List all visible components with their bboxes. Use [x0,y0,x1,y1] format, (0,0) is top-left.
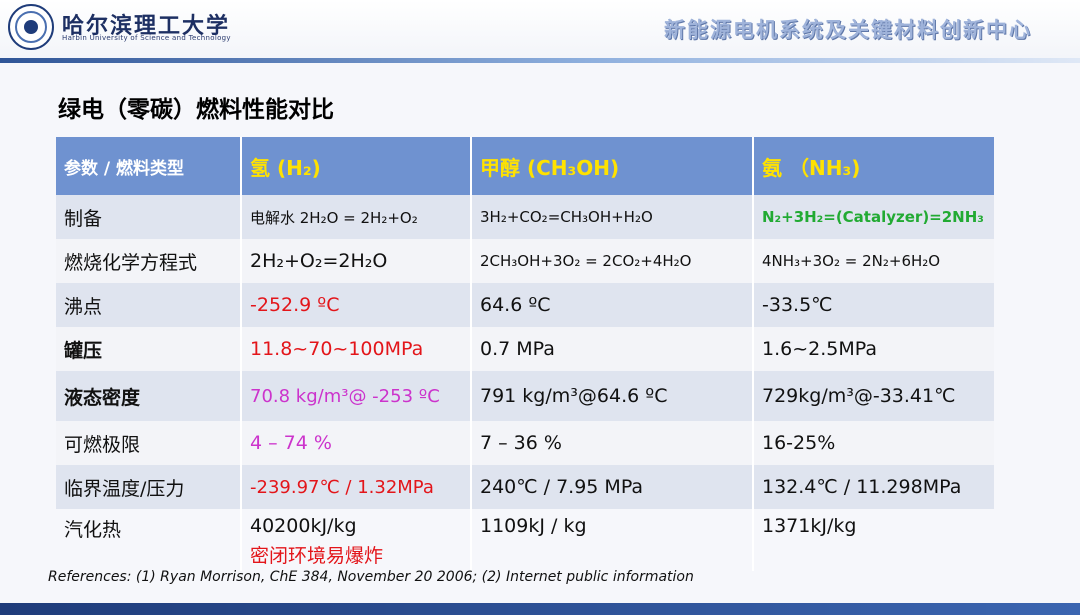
cell-nh3: N₂+3H₂=(Catalyzer)=2NH₃ [762,208,984,226]
cell-ch3oh: 7 – 36 % [471,421,754,465]
university-name-en: Harbin University of Science and Technol… [62,34,231,42]
row-param: 燃烧化学方程式 [56,239,242,283]
cell-h2: 40200kJ/kg 密闭环境易爆炸 [241,509,472,571]
table-header-row: 参数 / 燃料类型 氢 (H₂) 甲醇 (CH₃OH) 氨 （NH₃) [56,137,994,195]
cell-nh3: 1371kJ/kg [762,515,857,537]
cell-ch3oh: 0.7 MPa [471,327,754,371]
cell-nh3: 729kg/m³@-33.41℃ [762,385,956,407]
cell-h2: -252.9 ºC [241,283,472,327]
table-row: 制备 电解水 2H₂O = 2H₂+O₂ 3H₂+CO₂=CH₃OH+H₂O N… [56,195,994,239]
center-name: 新能源电机系统及关键材料创新中心 [664,18,1032,42]
cell-h2: 电解水 2H₂O = 2H₂+O₂ [241,195,472,239]
cell-ch3oh: 1109kJ / kg [471,509,754,571]
table-row: 汽化热 40200kJ/kg 密闭环境易爆炸 1109kJ / kg 1371k… [56,509,994,571]
references-footnote: References: (1) Ryan Morrison, ChE 384, … [48,569,694,585]
explosion-warning: 密闭环境易爆炸 [250,545,384,567]
fuel-comparison-table: 参数 / 燃料类型 氢 (H₂) 甲醇 (CH₃OH) 氨 （NH₃) 制备 电… [56,137,994,571]
slide-header: 哈尔滨理工大学 Harbin University of Science and… [0,0,1080,62]
cell-ch3oh: 240℃ / 7.95 MPa [471,465,754,509]
column-header-h2: 氢 (H₂) [241,137,472,195]
cell-h2: 70.8 kg/m³@ -253 ºC [241,371,472,421]
cell-nh3: 1.6~2.5MPa [762,338,877,360]
table-row: 液态密度 70.8 kg/m³@ -253 ºC 791 kg/m³@64.6 … [56,371,994,421]
column-header-nh3: 氨 （NH₃) [762,155,861,180]
cell-h2: -239.97℃ / 1.32MPa [241,465,472,509]
header-divider [0,58,1080,63]
university-name-cn: 哈尔滨理工大学 [62,13,231,39]
table-row: 沸点 -252.9 ºC 64.6 ºC -33.5℃ [56,283,994,327]
cell-nh3: 132.4℃ / 11.298MPa [762,476,962,498]
cell-ch3oh: 791 kg/m³@64.6 ºC [471,371,754,421]
row-param: 汽化热 [56,509,242,571]
cell-h2: 2H₂+O₂=2H₂O [241,239,472,283]
cell-h2: 11.8~70~100MPa [241,327,472,371]
row-param: 制备 [56,195,242,239]
cell-nh3: 16-25% [762,432,836,454]
row-param: 液态密度 [56,371,242,421]
column-header-ch3oh: 甲醇 (CH₃OH) [471,137,754,195]
cell-ch3oh: 2CH₃OH+3O₂ = 2CO₂+4H₂O [471,239,754,283]
row-param: 可燃极限 [56,421,242,465]
cell-nh3: 4NH₃+3O₂ = 2N₂+6H₂O [762,252,941,270]
table-row: 燃烧化学方程式 2H₂+O₂=2H₂O 2CH₃OH+3O₂ = 2CO₂+4H… [56,239,994,283]
column-header-param: 参数 / 燃料类型 [56,137,242,195]
row-param: 罐压 [56,327,242,371]
table-row: 临界温度/压力 -239.97℃ / 1.32MPa 240℃ / 7.95 M… [56,465,994,509]
table-row: 可燃极限 4 – 74 % 7 – 36 % 16-25% [56,421,994,465]
cell-ch3oh: 3H₂+CO₂=CH₃OH+H₂O [471,195,754,239]
table-row: 罐压 11.8~70~100MPa 0.7 MPa 1.6~2.5MPa [56,327,994,371]
row-param: 沸点 [56,283,242,327]
university-logo-icon [8,4,54,50]
cell-nh3: -33.5℃ [762,294,833,316]
slide-title: 绿电（零碳）燃料性能对比 [58,97,334,123]
footer-bar [0,603,1080,615]
row-param: 临界温度/压力 [56,465,242,509]
cell-h2: 4 – 74 % [241,421,472,465]
cell-h2-value: 40200kJ/kg [250,515,357,537]
cell-ch3oh: 64.6 ºC [471,283,754,327]
